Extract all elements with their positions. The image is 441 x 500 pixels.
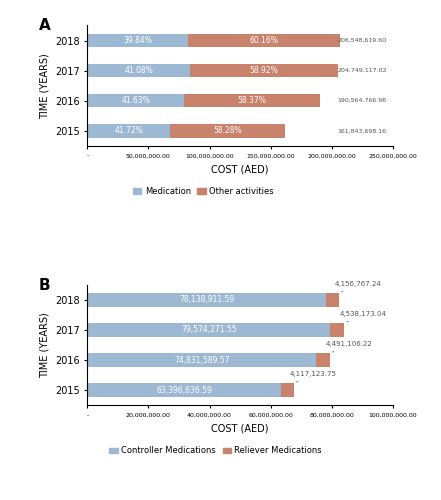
X-axis label: COST (AED): COST (AED) [211, 424, 269, 434]
Bar [170, 124, 285, 138]
Text: 74,831,589.57: 74,831,589.57 [174, 356, 229, 364]
Text: 78,138,911.59: 78,138,911.59 [179, 296, 234, 304]
Text: 161,843,698.16: 161,843,698.16 [338, 128, 387, 134]
Bar [330, 323, 344, 336]
Bar [326, 293, 339, 306]
Text: 58.37%: 58.37% [238, 96, 267, 105]
Bar [190, 64, 337, 78]
Bar [184, 94, 320, 108]
Text: 41.72%: 41.72% [114, 126, 143, 136]
Bar [87, 384, 281, 397]
Text: 4,156,767.24: 4,156,767.24 [335, 281, 381, 292]
Bar [87, 323, 330, 336]
Text: 60.16%: 60.16% [249, 36, 278, 45]
Text: 41.63%: 41.63% [121, 96, 150, 105]
Bar [87, 354, 316, 367]
Bar [188, 34, 340, 48]
Bar [87, 64, 190, 78]
Text: B: B [38, 278, 50, 292]
Text: 4,491,106.22: 4,491,106.22 [325, 342, 372, 352]
Text: 206,548,619.60: 206,548,619.60 [338, 38, 387, 43]
Text: 63,396,636.59: 63,396,636.59 [156, 386, 212, 394]
Bar [87, 34, 188, 48]
Text: A: A [38, 18, 50, 34]
Text: 41.08%: 41.08% [124, 66, 153, 75]
Y-axis label: TIME (YEARS): TIME (YEARS) [39, 53, 49, 118]
Text: 190,564,766.96: 190,564,766.96 [338, 98, 387, 103]
X-axis label: COST (AED): COST (AED) [211, 164, 269, 174]
Text: 79,574,271.55: 79,574,271.55 [181, 326, 237, 334]
Bar [316, 354, 329, 367]
Text: 39.84%: 39.84% [123, 36, 152, 45]
Text: 204,749,117.02: 204,749,117.02 [338, 68, 387, 73]
Legend: Controller Medications, Reliever Medications: Controller Medications, Reliever Medicat… [106, 443, 325, 459]
Text: 4,117,123.75: 4,117,123.75 [290, 372, 336, 382]
Y-axis label: TIME (YEARS): TIME (YEARS) [39, 312, 49, 378]
Text: 58.28%: 58.28% [213, 126, 242, 136]
Bar [87, 124, 170, 138]
Bar [87, 293, 326, 306]
Text: 4,538,173.04: 4,538,173.04 [340, 312, 387, 322]
Bar [281, 384, 294, 397]
Bar [87, 94, 184, 108]
Legend: Medication, Other activities: Medication, Other activities [130, 184, 277, 200]
Text: 58.92%: 58.92% [250, 66, 278, 75]
